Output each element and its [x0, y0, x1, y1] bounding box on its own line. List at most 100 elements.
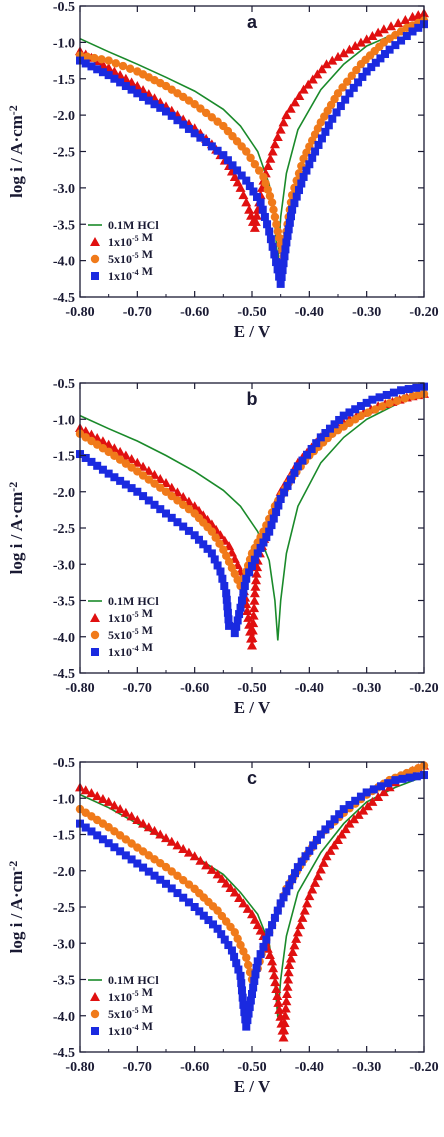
data-point: [242, 176, 251, 185]
x-tick-label: -0.20: [409, 1060, 438, 1075]
data-point: [297, 912, 308, 922]
data-point: [204, 916, 213, 925]
data-point: [249, 222, 260, 232]
data-point: [299, 905, 310, 915]
data-point: [284, 960, 295, 969]
data-point: [228, 161, 237, 170]
data-point: [298, 456, 307, 465]
data-point: [242, 953, 251, 962]
data-point: [217, 930, 226, 939]
legend-swatch: [90, 1009, 100, 1019]
data-point: [358, 72, 367, 81]
data-point: [286, 475, 295, 484]
data-point: [285, 218, 294, 227]
data-point: [213, 146, 222, 155]
data-point: [167, 111, 176, 120]
series-line: [79, 393, 425, 641]
data-point: [271, 984, 282, 994]
data-point: [251, 210, 262, 220]
data-point: [384, 779, 393, 788]
data-point: [144, 96, 153, 105]
series-3: [76, 771, 428, 1031]
y-tick-label: -2.0: [53, 109, 75, 124]
data-point: [184, 880, 194, 889]
data-point: [246, 996, 255, 1005]
data-point: [118, 61, 128, 71]
data-point: [278, 117, 289, 127]
data-point: [248, 990, 256, 998]
data-point: [371, 405, 380, 414]
data-point: [269, 514, 278, 523]
data-point: [238, 993, 247, 1002]
data-point: [167, 867, 176, 876]
x-tick-label: -0.70: [123, 305, 152, 320]
data-point: [263, 185, 272, 194]
y-tick-label: -3.5: [53, 218, 75, 233]
data-point: [179, 893, 188, 902]
y-tick-label: -0.5: [53, 377, 75, 392]
data-point: [349, 83, 358, 92]
data-point: [280, 1010, 291, 1020]
data-point: [232, 622, 241, 631]
legend-label: 5x10-5 M: [108, 623, 153, 642]
data-point: [321, 59, 332, 69]
data-point: [281, 996, 292, 1006]
data-point: [144, 496, 153, 505]
data-point: [336, 829, 347, 839]
data-point: [232, 959, 241, 968]
y-axis-title: log i / A·cm-2: [6, 861, 26, 954]
series-2: [75, 761, 429, 984]
data-point: [116, 847, 125, 856]
data-point: [224, 615, 233, 624]
data-point: [391, 41, 400, 50]
data-point: [234, 965, 243, 974]
data-point: [371, 58, 380, 67]
series-3: [76, 382, 428, 638]
data-point: [93, 831, 102, 840]
data-point: [397, 386, 406, 395]
data-point: [393, 396, 402, 406]
x-tick-label: -0.30: [352, 1060, 381, 1075]
data-point: [236, 971, 245, 980]
data-point: [138, 461, 149, 471]
data-point: [267, 198, 277, 207]
data-point: [361, 34, 372, 44]
data-point: [223, 602, 232, 611]
data-point: [243, 960, 253, 970]
data-point: [250, 976, 259, 985]
data-point: [216, 873, 227, 883]
data-point: [189, 851, 200, 861]
data-point: [223, 608, 232, 617]
data-point: [375, 393, 384, 402]
data-point: [98, 835, 107, 844]
data-point: [376, 54, 385, 63]
data-point: [273, 997, 284, 1007]
data-point: [184, 898, 193, 907]
data-point: [363, 408, 373, 417]
data-point: [290, 468, 299, 477]
data-point: [150, 500, 159, 509]
data-point: [352, 65, 361, 75]
x-tick-label: -0.50: [237, 305, 266, 320]
legend-label: 1x10-5 M: [108, 230, 153, 249]
data-point: [237, 171, 246, 180]
data-point: [173, 496, 182, 505]
data-point: [283, 974, 294, 984]
data-point: [279, 893, 288, 902]
data-point: [237, 979, 246, 988]
data-point: [184, 526, 193, 535]
data-point: [328, 114, 337, 123]
legend-label: 5x10-5 M: [108, 247, 153, 266]
data-point: [265, 527, 274, 536]
data-point: [256, 198, 265, 207]
data-point: [368, 395, 377, 404]
data-point: [239, 947, 248, 956]
data-point: [167, 884, 176, 893]
data-point: [247, 632, 258, 642]
data-point: [236, 603, 245, 612]
data-point: [345, 408, 354, 417]
data-point: [277, 272, 286, 281]
data-point: [340, 824, 351, 834]
data-point: [243, 612, 254, 622]
data-point: [162, 107, 170, 116]
